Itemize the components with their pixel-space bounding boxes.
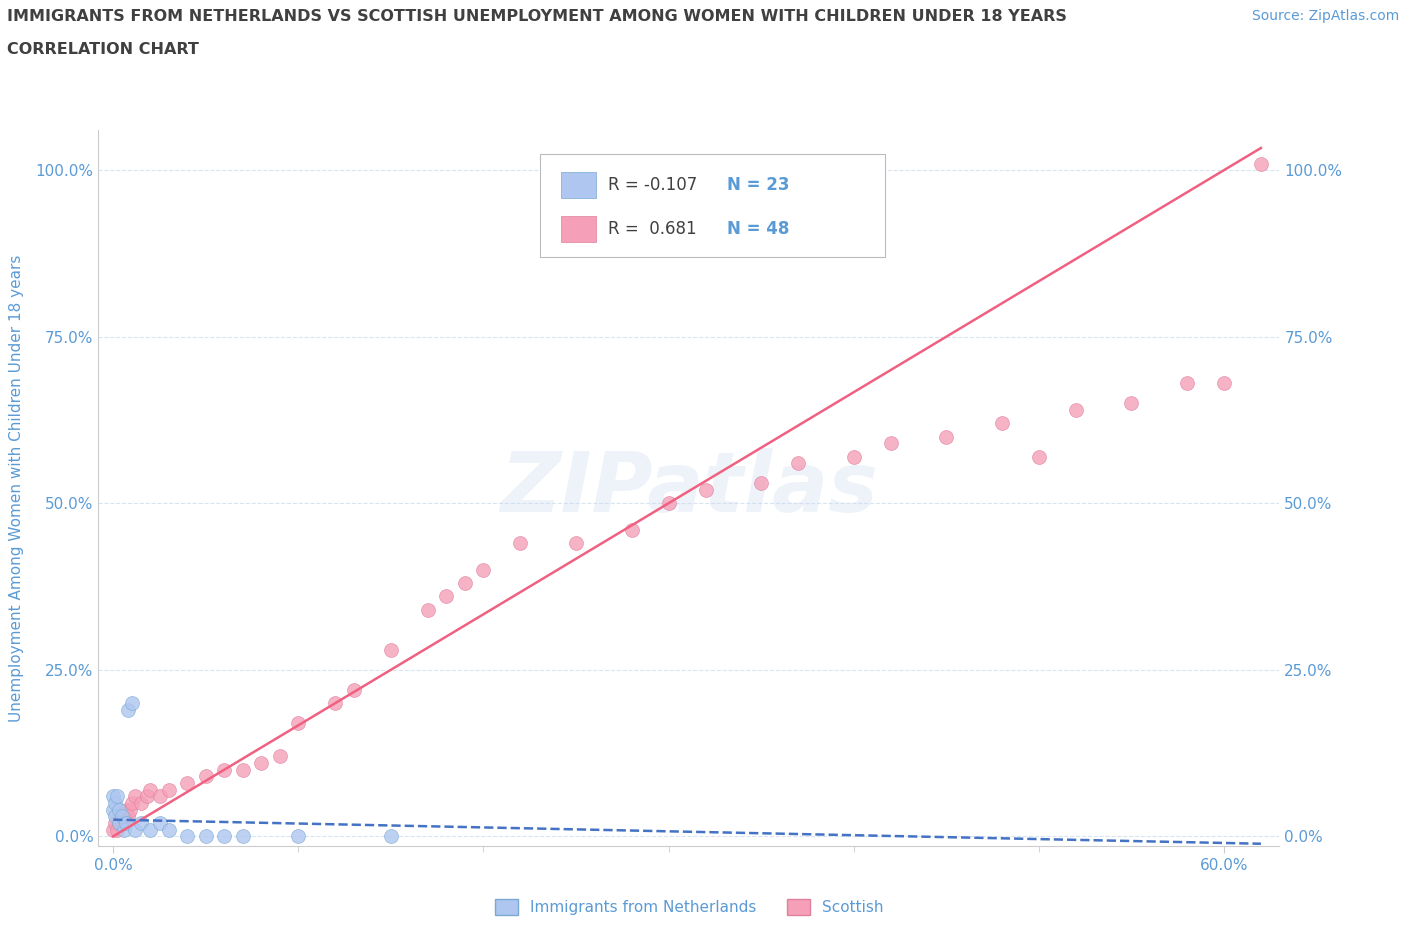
Point — [695, 483, 717, 498]
Point — [157, 822, 180, 837]
Text: CORRELATION CHART: CORRELATION CHART — [7, 42, 198, 57]
Point — [112, 822, 135, 837]
Point — [115, 803, 138, 817]
Text: R =  0.681: R = 0.681 — [607, 219, 696, 238]
Point — [935, 429, 957, 444]
Point — [194, 829, 217, 844]
Point — [325, 696, 347, 711]
Point — [104, 816, 127, 830]
Point — [620, 523, 643, 538]
Point — [112, 809, 135, 824]
Point — [1064, 403, 1087, 418]
Point — [991, 416, 1014, 431]
Point — [214, 829, 236, 844]
Point — [658, 496, 681, 511]
Point — [117, 702, 139, 717]
Point — [111, 809, 134, 824]
Text: R = -0.107: R = -0.107 — [607, 176, 697, 194]
Point — [139, 822, 162, 837]
Point — [103, 803, 125, 817]
Point — [115, 816, 138, 830]
Point — [250, 755, 273, 770]
Y-axis label: Unemployment Among Women with Children Under 18 years: Unemployment Among Women with Children U… — [10, 255, 24, 722]
Point — [105, 789, 128, 804]
Point — [176, 829, 198, 844]
Point — [129, 795, 152, 810]
Point — [157, 782, 180, 797]
Point — [1213, 376, 1236, 391]
Point — [104, 809, 127, 824]
Point — [110, 809, 132, 824]
Point — [104, 795, 127, 810]
Point — [124, 822, 146, 837]
Point — [124, 789, 146, 804]
Point — [472, 563, 495, 578]
Point — [194, 769, 217, 784]
Point — [1028, 449, 1050, 464]
Point — [287, 715, 309, 730]
Point — [135, 789, 157, 804]
Point — [176, 776, 198, 790]
Legend: Immigrants from Netherlands, Scottish: Immigrants from Netherlands, Scottish — [488, 893, 890, 921]
Text: IMMIGRANTS FROM NETHERLANDS VS SCOTTISH UNEMPLOYMENT AMONG WOMEN WITH CHILDREN U: IMMIGRANTS FROM NETHERLANDS VS SCOTTISH … — [7, 9, 1067, 24]
Point — [107, 816, 129, 830]
Point — [107, 816, 129, 830]
Point — [1250, 156, 1272, 171]
Point — [121, 696, 143, 711]
Point — [232, 763, 254, 777]
Point — [1175, 376, 1198, 391]
Point — [842, 449, 865, 464]
Point — [148, 789, 170, 804]
Point — [749, 476, 772, 491]
Point — [105, 822, 128, 837]
Point — [1121, 396, 1143, 411]
Point — [287, 829, 309, 844]
Point — [103, 822, 125, 837]
Point — [129, 816, 152, 830]
Point — [509, 536, 531, 551]
Point — [103, 789, 125, 804]
Point — [139, 782, 162, 797]
Point — [416, 603, 439, 618]
Point — [454, 576, 477, 591]
Point — [436, 589, 458, 604]
Point — [380, 829, 402, 844]
Point — [343, 683, 366, 698]
Point — [118, 803, 141, 817]
Point — [107, 803, 129, 817]
Point — [232, 829, 254, 844]
Text: Source: ZipAtlas.com: Source: ZipAtlas.com — [1251, 9, 1399, 23]
Point — [111, 816, 134, 830]
Point — [565, 536, 588, 551]
Point — [121, 795, 143, 810]
Point — [117, 809, 139, 824]
Point — [214, 763, 236, 777]
Text: N = 23: N = 23 — [727, 176, 790, 194]
Text: ZIPatlas: ZIPatlas — [501, 447, 877, 529]
Point — [148, 816, 170, 830]
Point — [269, 749, 291, 764]
Text: N = 48: N = 48 — [727, 219, 790, 238]
Point — [880, 436, 903, 451]
Point — [787, 456, 810, 471]
Point — [380, 643, 402, 658]
